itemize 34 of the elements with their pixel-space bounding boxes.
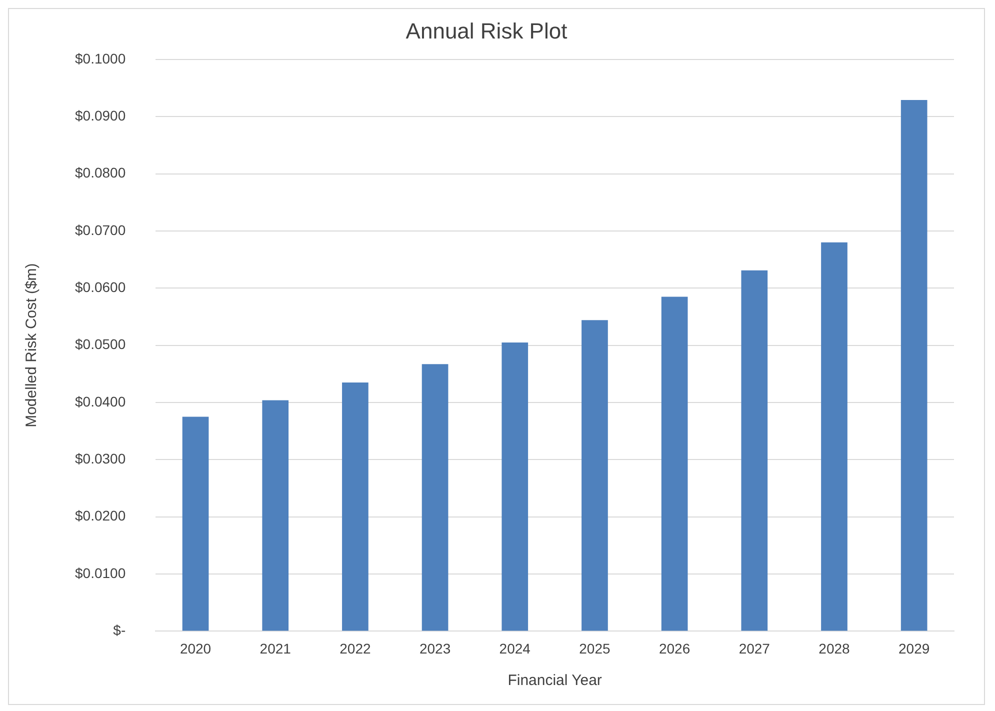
y-tick-label: $0.0100	[74, 564, 126, 581]
bar	[422, 364, 448, 631]
x-tick-label: 2029	[898, 640, 930, 656]
bar	[821, 242, 848, 631]
y-tick-label: $0.0600	[74, 278, 126, 295]
bar	[182, 416, 209, 631]
bar	[342, 382, 368, 631]
bar	[582, 320, 608, 631]
bar	[900, 100, 928, 631]
y-tick-label: $0.0500	[74, 336, 126, 352]
x-axis-title: Financial Year	[508, 672, 602, 690]
y-tick-label: $0.0300	[74, 450, 126, 467]
x-tick-label: 2026	[658, 640, 690, 656]
y-axis-title: Modelled Risk Cost ($m)	[23, 263, 40, 428]
y-tick-label: $0.0900	[74, 107, 126, 124]
x-tick-label: 2028	[818, 640, 850, 656]
x-tick-label: 2020	[180, 640, 212, 656]
bar	[661, 296, 688, 631]
chart-title: Annual Risk Plot	[406, 18, 568, 44]
bar	[502, 342, 528, 631]
x-tick-label: 2022	[340, 640, 371, 656]
x-tick-label: 2024	[499, 640, 531, 656]
bar	[741, 270, 768, 631]
x-tick-label: 2023	[419, 640, 451, 656]
y-tick-label: $-	[113, 622, 126, 638]
x-tick-label: 2025	[579, 640, 611, 656]
y-tick-label: $0.0200	[74, 508, 126, 524]
y-tick-label: $0.1000	[74, 50, 126, 66]
y-tick-label: $0.0700	[74, 222, 126, 238]
bar	[262, 400, 289, 631]
y-tick-label: $0.0800	[74, 164, 126, 181]
x-tick-label: 2021	[260, 640, 292, 656]
y-tick-label: $0.0400	[74, 393, 126, 410]
x-tick-label: 2027	[738, 640, 770, 656]
